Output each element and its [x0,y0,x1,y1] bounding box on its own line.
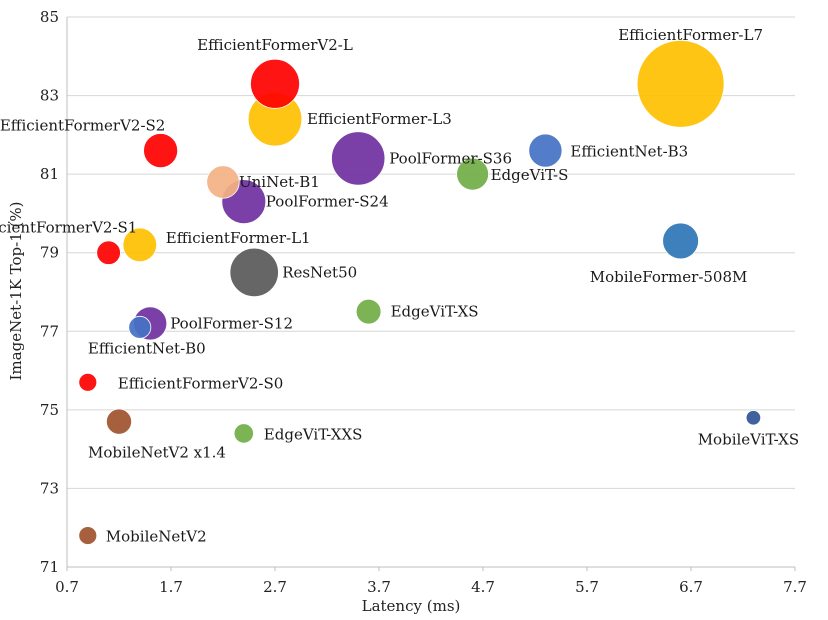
y-tick-label: 71 [40,558,59,576]
y-tick-label: 77 [40,322,59,340]
point-label: PoolFormer-S12 [170,314,293,332]
point-label: MobileNetV2 [106,528,207,546]
bubble-mobilevit-xs [745,410,762,426]
bubble-efficientformer-l1 [122,227,158,263]
x-tick-label: 4.7 [471,578,495,596]
point-label: UniNet-B1 [239,173,320,191]
bubble-resnet50 [229,247,279,297]
point-label: EfficientFormer-L7 [618,26,763,44]
point-label: EfficientFormerV2-L [197,36,353,54]
point-label: EfficientFormerV2-S0 [118,374,283,392]
x-axis-title: Latency (ms) [362,597,461,615]
point-labels: EfficientFormer-L7 EfficientFormerV2-L Eff… [0,26,799,546]
point-label: EfficientFormerV2-S1 [0,219,137,237]
bubble-mobilenetv2-x1-4 [105,408,133,435]
x-tick-label: 7.7 [783,578,807,596]
x-tick-label: 1.7 [159,578,183,596]
point-label: EdgeViT-XS [391,303,479,321]
x-tick-label: 5.7 [575,578,599,596]
gridlines [67,16,795,568]
bubbles [78,39,762,545]
y-axis-title: ImageNet-1K Top-1 (%) [7,202,25,381]
x-tick-label: 2.7 [263,578,287,596]
point-label: MobileViT-XS [698,431,799,449]
y-tick-label: 83 [40,87,59,105]
x-tick-label: 3.7 [367,578,391,596]
bubble-efficientformerv2-l [250,58,300,109]
point-label: PoolFormer-S36 [389,149,512,167]
bubble-uninet-b1 [206,165,240,199]
point-label: EfficientFormerV2-S2 [0,117,165,135]
point-label: EfficientFormer-L1 [166,229,311,247]
bubble-efficientformerv2-s0 [78,372,98,392]
y-tick-label: 73 [40,479,59,497]
bubble-edgevit-xs [355,298,382,325]
point-label: MobileFormer-508M [590,268,748,286]
point-label: ResNet50 [282,263,357,281]
y-tick-label: 75 [40,401,59,419]
point-label: EdgeViT-XXS [264,425,363,443]
bubble-efficientnet-b3 [528,133,563,168]
y-tick-label: 85 [40,8,59,26]
bubble-mobilenetv2 [78,526,98,545]
point-label: EfficientFormer-L3 [307,110,452,128]
x-tick-label: 6.7 [679,578,703,596]
point-label: EdgeViT-S [491,166,569,184]
point-label: PoolFormer-S24 [266,193,389,211]
point-label: EfficientNet-B3 [570,143,688,161]
bubble-edgevit-xxs [233,423,254,444]
point-label: EfficientNet-B0 [88,339,206,357]
x-tick-label: 0.7 [55,578,79,596]
bubble-efficientformer-l7 [636,39,725,128]
point-label: MobileNetV2 x1.4 [88,444,226,462]
bubble-edgevit-s [456,157,489,191]
y-tick-label: 79 [40,244,59,262]
bubble-efficientnet-b0 [128,315,152,339]
axes: 71 73 75 77 79 81 83 85 0.7 1.7 2.7 3.7 4.7 5.7 6.7 7.7 [40,8,807,596]
bubble-efficientformerv2-s1 [96,240,121,265]
bubble-poolformer-s36 [331,131,386,186]
bubble-efficientformerv2-s2 [143,133,179,169]
bubble-mobileformer-508m [662,222,699,260]
y-tick-label: 81 [40,165,59,183]
